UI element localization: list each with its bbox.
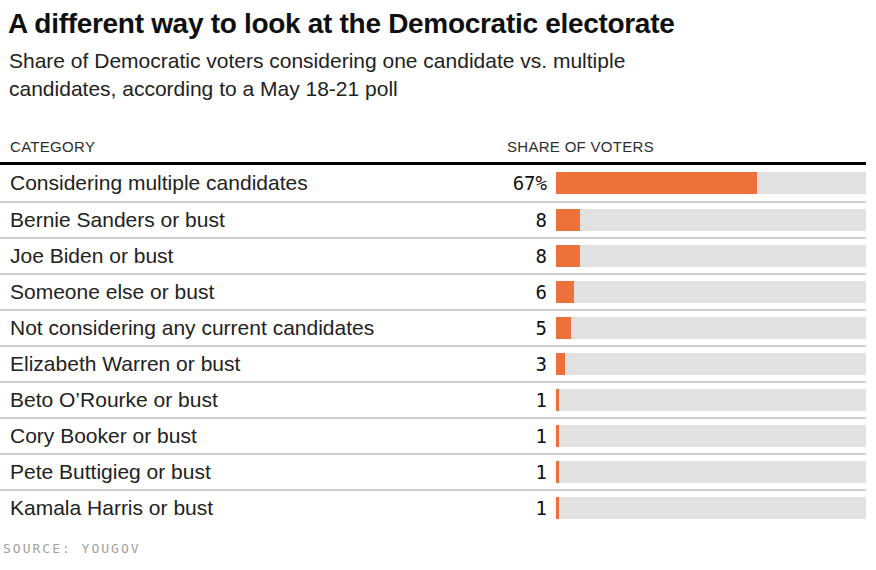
bar-track <box>556 245 866 267</box>
table-body: Considering multiple candidates67%Bernie… <box>0 165 866 525</box>
table-row: Considering multiple candidates67% <box>0 165 866 201</box>
category-label: Pete Buttigieg or bust <box>10 460 477 484</box>
category-label: Bernie Sanders or bust <box>10 208 477 232</box>
table-row: Elizabeth Warren or bust3 <box>0 345 866 381</box>
table-row: Kamala Harris or bust1 <box>0 489 866 525</box>
table-row: Beto O’Rourke or bust1 <box>0 381 866 417</box>
value-label: 6 <box>477 281 547 303</box>
value-label: 5 <box>477 317 547 339</box>
source-note: SOURCE: YOUGOV <box>3 541 876 556</box>
bar-fill <box>556 425 559 447</box>
bar-track <box>556 461 866 483</box>
bar-fill <box>556 461 559 483</box>
bar-fill <box>556 497 559 519</box>
chart-title: A different way to look at the Democrati… <box>8 8 876 40</box>
category-label: Not considering any current candidates <box>10 316 477 340</box>
table-row: Joe Biden or bust8 <box>0 237 866 273</box>
table-row: Pete Buttigieg or bust1 <box>0 453 866 489</box>
bar-fill <box>556 281 574 303</box>
chart-subtitle: Share of Democratic voters considering o… <box>9 47 729 103</box>
value-label: 3 <box>477 353 547 375</box>
category-label: Someone else or bust <box>10 280 477 304</box>
bar-track <box>556 317 866 339</box>
column-header-share-of-voters: SHARE OF VOTERS <box>507 138 654 155</box>
bar-track <box>556 425 866 447</box>
table-row: Bernie Sanders or bust8 <box>0 201 866 237</box>
bar-track <box>556 281 866 303</box>
chart-card: A different way to look at the Democrati… <box>0 8 876 570</box>
bar-fill <box>556 317 571 339</box>
category-label: Considering multiple candidates <box>10 171 477 195</box>
table-row: Someone else or bust6 <box>0 273 866 309</box>
value-label: 8 <box>477 209 547 231</box>
value-label: 67% <box>477 172 547 194</box>
category-label: Elizabeth Warren or bust <box>10 352 477 376</box>
bar-fill <box>556 389 559 411</box>
value-label: 1 <box>477 461 547 483</box>
bar-fill <box>556 172 757 194</box>
bar-fill <box>556 353 565 375</box>
value-label: 1 <box>477 497 547 519</box>
category-label: Cory Booker or bust <box>10 424 477 448</box>
bar-track <box>556 353 866 375</box>
table-row: Cory Booker or bust1 <box>0 417 866 453</box>
value-label: 1 <box>477 425 547 447</box>
bar-track <box>556 172 866 194</box>
column-header-category: CATEGORY <box>10 138 95 155</box>
bar-track <box>556 209 866 231</box>
bar-fill <box>556 209 580 231</box>
table-header: CATEGORY SHARE OF VOTERS <box>0 138 876 155</box>
value-label: 8 <box>477 245 547 267</box>
table-row: Not considering any current candidates5 <box>0 309 866 345</box>
value-label: 1 <box>477 389 547 411</box>
category-label: Kamala Harris or bust <box>10 496 477 520</box>
bar-fill <box>556 245 580 267</box>
category-label: Beto O’Rourke or bust <box>10 388 477 412</box>
bar-track <box>556 389 866 411</box>
category-label: Joe Biden or bust <box>10 244 477 268</box>
bar-track <box>556 497 866 519</box>
